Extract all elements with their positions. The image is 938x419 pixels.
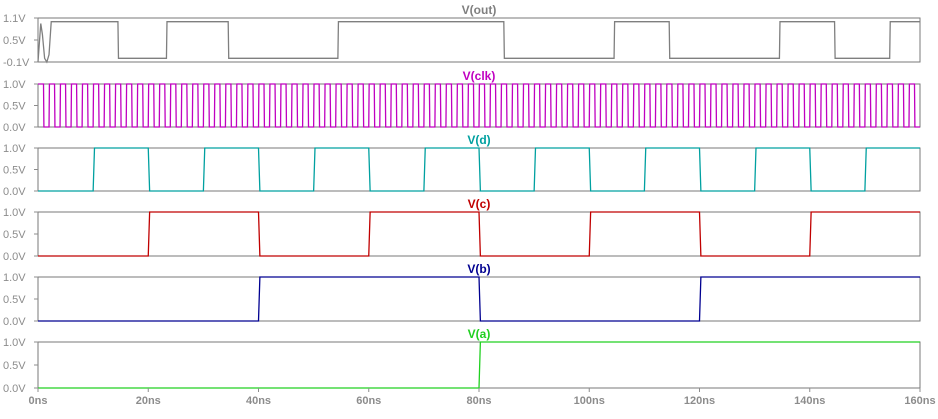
ytick-label: 0.0V	[3, 251, 26, 263]
xtick-label: 20ns	[136, 395, 161, 407]
xtick-label: 120ns	[684, 395, 715, 407]
pane-v-c: V(c) 1.0V 0.5V 0.0V	[3, 197, 921, 263]
xtick-label: 60ns	[356, 395, 381, 407]
trace-title-v-a[interactable]: V(a)	[468, 327, 491, 341]
ytick-label: 0.0V	[3, 316, 26, 328]
ytick-label: 0.5V	[3, 35, 26, 47]
xtick-label: 100ns	[574, 395, 605, 407]
ytick-label: 1.0V	[3, 79, 26, 91]
trace-title-v-d[interactable]: V(d)	[467, 133, 490, 147]
ytick-label: 0.5V	[3, 165, 26, 177]
trace-v-d[interactable]	[38, 147, 920, 192]
trace-title-v-b[interactable]: V(b)	[467, 262, 490, 276]
pane-v-out: V(out) 1.1V 0.5V -0.1V	[3, 3, 921, 69]
pane-v-a: V(a) 1.0V 0.5V 0.0V	[3, 327, 921, 395]
x-axis: 0ns 20ns 40ns 60ns 80ns 100ns 120ns 140ns 160ns	[29, 388, 936, 407]
pane-v-b: V(b) 1.0V 0.5V 0.0V	[3, 262, 921, 328]
ytick-label: 1.0V	[3, 207, 26, 219]
xtick-label: 160ns	[904, 395, 935, 407]
trace-v-b[interactable]	[38, 276, 920, 322]
pane-v-d: V(d) 1.0V 0.5V 0.0V	[3, 133, 921, 198]
trace-v-clk[interactable]	[38, 83, 920, 128]
xtick-label: 40ns	[246, 395, 271, 407]
trace-title-v-out[interactable]: V(out)	[462, 3, 497, 17]
trace-v-c[interactable]	[38, 211, 920, 257]
ytick-label: 1.0V	[3, 337, 26, 349]
xtick-label: 80ns	[466, 395, 491, 407]
ytick-label: -0.1V	[3, 57, 30, 69]
ytick-label: 0.0V	[3, 383, 26, 395]
ytick-label: 0.0V	[3, 122, 26, 134]
xtick-label: 0ns	[29, 395, 48, 407]
ytick-label: 1.0V	[3, 272, 26, 284]
ytick-label: 0.0V	[3, 186, 26, 198]
ytick-label: 0.5V	[3, 360, 26, 372]
trace-title-v-clk[interactable]: V(clk)	[463, 69, 496, 83]
ytick-label: 0.5V	[3, 229, 26, 241]
trace-title-v-c[interactable]: V(c)	[468, 197, 491, 211]
ytick-label: 1.1V	[3, 13, 26, 25]
ytick-label: 0.5V	[3, 294, 26, 306]
ytick-label: 0.5V	[3, 101, 26, 113]
pane-frame-v-out	[37, 17, 921, 63]
pane-v-clk: V(clk) 1.0V 0.5V 0.0V	[3, 69, 921, 134]
trace-v-out[interactable]	[37, 21, 920, 64]
ytick-label: 1.0V	[3, 143, 26, 155]
xtick-label: 140ns	[794, 395, 825, 407]
